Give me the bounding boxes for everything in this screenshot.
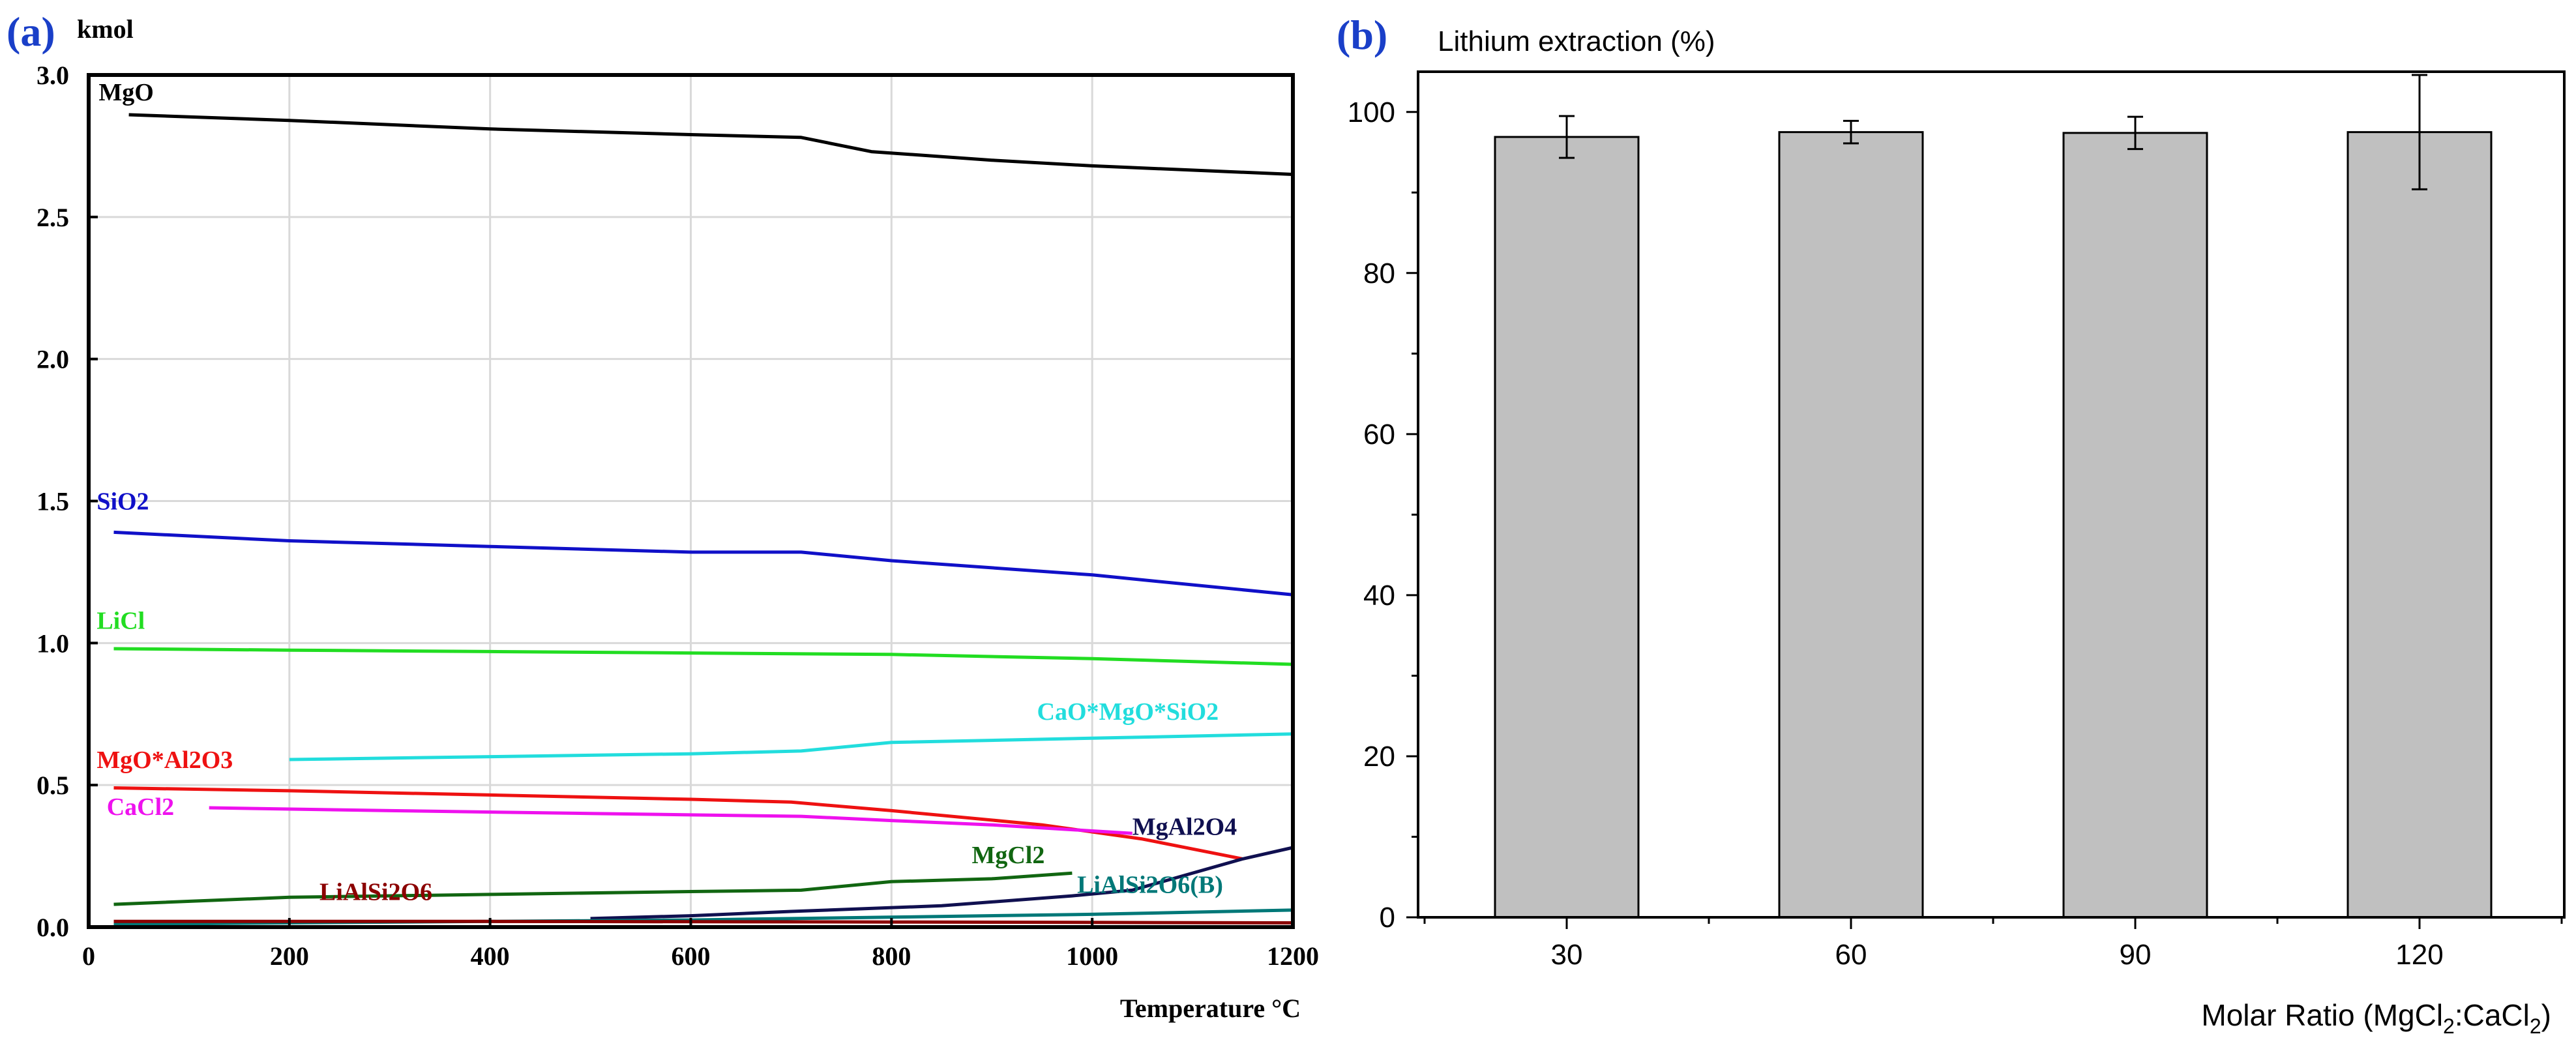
series-label-licl: LiCl — [96, 608, 145, 635]
y-tick-label-b: 100 — [1348, 96, 1395, 128]
panel-a: (a) kmol MgO SiO2 LiCl CaO*MgO*SiO2 MgO*Al2O… — [7, 8, 1319, 1023]
series-line-sio2 — [113, 530, 1294, 597]
y-tick-label-a: 2.5 — [37, 203, 69, 232]
x-axis-title-a: Temperature °C — [1120, 994, 1301, 1023]
x-tick-label-a: 600 — [672, 941, 711, 971]
bar-30 — [1494, 136, 1640, 919]
x-axis-title-b: Molar Ratio (MgCl2:CaCl2) — [2201, 998, 2551, 1038]
x-tick-label-a: 1000 — [1066, 941, 1118, 971]
series-lines — [113, 113, 1294, 926]
series-label-mgo-al2o3: MgO*Al2O3 — [96, 746, 233, 774]
x-axis-ticks-a: 0 200 400 600 800 1000 1200 — [82, 918, 1319, 971]
series-label-mgal2o4: MgAl2O4 — [1133, 813, 1237, 840]
y-tick-label-b: 80 — [1363, 258, 1395, 289]
series-label-mgo: MgO — [98, 79, 153, 106]
bar-90 — [2062, 132, 2208, 919]
y-tick-label-b: 60 — [1363, 419, 1395, 451]
error-bars — [1559, 74, 2427, 190]
y-tick-label-a: 1.5 — [37, 487, 69, 516]
series-label-sio2: SiO2 — [96, 488, 149, 516]
panel-b: (b) Lithium extraction (%) 020406080100 … — [1337, 12, 2566, 1038]
x-tick-label-b: 90 — [2120, 939, 2152, 971]
series-line-licl — [113, 647, 1294, 666]
x-axis-ticks-b: 30 60 90 120 — [1423, 917, 2563, 971]
chart-title-b: Lithium extraction (%) — [1438, 25, 1715, 57]
y-tick-label-b: 40 — [1363, 580, 1395, 612]
y-tick-label-a: 1.0 — [37, 628, 69, 658]
x-tick-label-a: 200 — [270, 941, 309, 971]
x-tick-label-b: 60 — [1835, 939, 1867, 971]
y-axis-ticks-a: 0.0 0.5 1.0 1.5 2.0 2.5 3.0 — [37, 61, 98, 942]
y-tick-label-a: 3.0 — [37, 61, 69, 90]
panel-b-label: (b) — [1337, 12, 1387, 58]
series-line-mgo-al2o3 — [113, 786, 1243, 861]
series-line-mgcl2 — [113, 871, 1073, 906]
x-tick-label-b: 120 — [2395, 939, 2443, 971]
series-label-lialsi2o6-b-: LiAlSi2O6(B) — [1077, 872, 1223, 899]
y-axis-ticks-b: 0 20 40 60 80 100 — [1348, 96, 1418, 934]
x-tick-label-a: 1200 — [1267, 941, 1319, 971]
x-tick-label-a: 0 — [82, 941, 95, 971]
series-label-cao-mgo-sio2: CaO*MgO*SiO2 — [1037, 698, 1219, 726]
series-label-lialsi2o6: LiAlSi2O6 — [319, 879, 432, 906]
y-tick-label-a: 0.5 — [37, 771, 69, 800]
y-tick-label-a: 0.0 — [37, 913, 69, 942]
y-axis-unit-label: kmol — [77, 14, 134, 44]
series-label-mgcl2: MgCl2 — [971, 842, 1044, 869]
panel-a-label: (a) — [7, 8, 55, 55]
series-label-cacl2: CaCl2 — [107, 793, 174, 821]
series-labels: MgO SiO2 LiCl CaO*MgO*SiO2 MgO*Al2O3 CaCl2 MgC… — [96, 79, 1237, 906]
y-tick-label-a: 2.0 — [37, 345, 69, 374]
y-tick-label-b: 0 — [1380, 902, 1395, 934]
series-line-mgal2o4 — [590, 846, 1294, 921]
x-tick-label-a: 800 — [872, 941, 911, 971]
series-line-cacl2 — [209, 806, 1133, 835]
bar-60 — [1778, 131, 1924, 919]
plot-frame-b — [1417, 70, 2566, 919]
x-tick-label-b: 30 — [1551, 939, 1583, 971]
grid-a — [89, 75, 1293, 927]
x-tick-label-a: 400 — [471, 941, 510, 971]
series-line-cao-mgo-sio2 — [289, 732, 1294, 761]
series-line-mgo — [128, 113, 1294, 176]
y-tick-label-b: 20 — [1363, 741, 1395, 773]
bar-120 — [2347, 131, 2493, 919]
bars — [1494, 131, 2493, 919]
